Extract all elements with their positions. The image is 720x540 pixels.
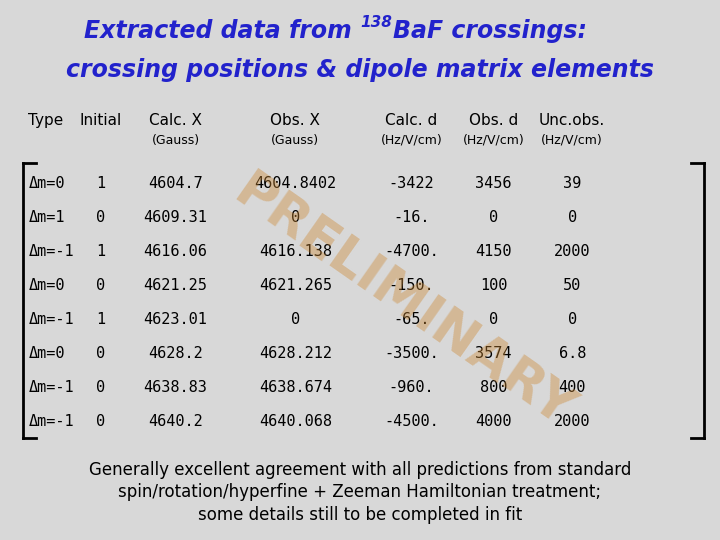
Text: Obs. X: Obs. X [270, 113, 320, 129]
Text: 4638.674: 4638.674 [258, 381, 332, 395]
Text: Δm=1: Δm=1 [29, 211, 65, 225]
Text: Δm=0: Δm=0 [29, 279, 65, 293]
Text: -960.: -960. [389, 381, 434, 395]
Text: Type: Type [29, 113, 63, 129]
Text: 0: 0 [96, 211, 105, 225]
Text: Obs. d: Obs. d [469, 113, 518, 129]
Text: 4638.83: 4638.83 [143, 381, 207, 395]
Text: Generally excellent agreement with all predictions from standard: Generally excellent agreement with all p… [89, 461, 631, 478]
Text: 0: 0 [489, 211, 498, 225]
Text: 4623.01: 4623.01 [143, 313, 207, 327]
Text: 0: 0 [96, 415, 105, 429]
Text: 1: 1 [96, 313, 105, 327]
Text: 0: 0 [489, 313, 498, 327]
Text: crossing positions & dipole matrix elements: crossing positions & dipole matrix eleme… [66, 58, 654, 82]
Text: 3456: 3456 [475, 177, 512, 191]
Text: 4640.068: 4640.068 [258, 415, 332, 429]
Text: Δm=0: Δm=0 [29, 177, 65, 191]
Text: 4621.265: 4621.265 [258, 279, 332, 293]
Text: Δm=0: Δm=0 [29, 347, 65, 361]
Text: 100: 100 [480, 279, 508, 293]
Text: 4604.8402: 4604.8402 [254, 177, 336, 191]
Text: 39: 39 [563, 177, 581, 191]
Text: 0: 0 [291, 313, 300, 327]
Text: 4616.06: 4616.06 [143, 245, 207, 259]
Text: 0: 0 [96, 381, 105, 395]
Text: 0: 0 [567, 211, 577, 225]
Text: (Hz/V/cm): (Hz/V/cm) [541, 134, 603, 147]
Text: (Gauss): (Gauss) [271, 134, 319, 147]
Text: 4628.2: 4628.2 [148, 347, 203, 361]
Text: 2000: 2000 [554, 415, 590, 429]
Text: Δm=-1: Δm=-1 [29, 415, 74, 429]
Text: -3422: -3422 [389, 177, 434, 191]
Text: (Hz/V/cm): (Hz/V/cm) [381, 134, 442, 147]
Text: Extracted data from: Extracted data from [84, 19, 360, 43]
Text: some details still to be completed in fit: some details still to be completed in fi… [198, 506, 522, 524]
Text: (Hz/V/cm): (Hz/V/cm) [463, 134, 524, 147]
Text: 0: 0 [96, 347, 105, 361]
Text: -65.: -65. [393, 313, 430, 327]
Text: 4000: 4000 [475, 415, 512, 429]
Text: 4640.2: 4640.2 [148, 415, 203, 429]
Text: Unc.obs.: Unc.obs. [539, 113, 606, 129]
Text: 3574: 3574 [475, 347, 512, 361]
Text: Calc. d: Calc. d [385, 113, 438, 129]
Text: 4628.212: 4628.212 [258, 347, 332, 361]
Text: 138: 138 [360, 15, 392, 30]
Text: 4616.138: 4616.138 [258, 245, 332, 259]
Text: -16.: -16. [393, 211, 430, 225]
Text: -4500.: -4500. [384, 415, 439, 429]
Text: 4609.31: 4609.31 [143, 211, 207, 225]
Text: 1: 1 [96, 245, 105, 259]
Text: Initial: Initial [79, 113, 122, 129]
Text: -4700.: -4700. [384, 245, 439, 259]
Text: 400: 400 [559, 381, 586, 395]
Text: Δm=-1: Δm=-1 [29, 245, 74, 259]
Text: 4621.25: 4621.25 [143, 279, 207, 293]
Text: 6.8: 6.8 [559, 347, 586, 361]
Text: (Gauss): (Gauss) [151, 134, 199, 147]
Text: PRELIMINARY: PRELIMINARY [224, 166, 582, 439]
Text: Δm=-1: Δm=-1 [29, 313, 74, 327]
Text: 50: 50 [563, 279, 581, 293]
Text: 0: 0 [291, 211, 300, 225]
Text: 0: 0 [567, 313, 577, 327]
Text: 800: 800 [480, 381, 508, 395]
Text: 2000: 2000 [554, 245, 590, 259]
Text: Δm=-1: Δm=-1 [29, 381, 74, 395]
Text: 4150: 4150 [475, 245, 512, 259]
Text: BaF crossings:: BaF crossings: [360, 19, 587, 43]
Text: -3500.: -3500. [384, 347, 439, 361]
Text: spin/rotation/hyperfine + Zeeman Hamiltonian treatment;: spin/rotation/hyperfine + Zeeman Hamilto… [118, 483, 602, 501]
Text: 4604.7: 4604.7 [148, 177, 203, 191]
Text: 1: 1 [96, 177, 105, 191]
Text: -150.: -150. [389, 279, 434, 293]
Text: 0: 0 [96, 279, 105, 293]
Text: Calc. X: Calc. X [149, 113, 202, 129]
